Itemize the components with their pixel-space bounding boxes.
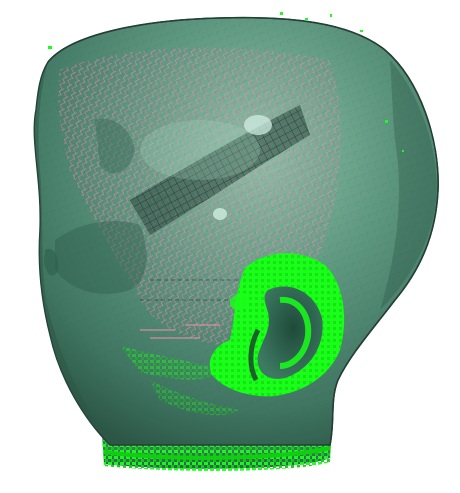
ear-inner	[257, 286, 323, 379]
ear-region	[209, 253, 345, 397]
highlight-mid	[213, 208, 227, 220]
green-speckle-top	[48, 12, 404, 152]
green-speckle-lower	[120, 345, 220, 380]
highlight-upper	[244, 115, 272, 135]
face-features-shadow	[55, 220, 147, 294]
